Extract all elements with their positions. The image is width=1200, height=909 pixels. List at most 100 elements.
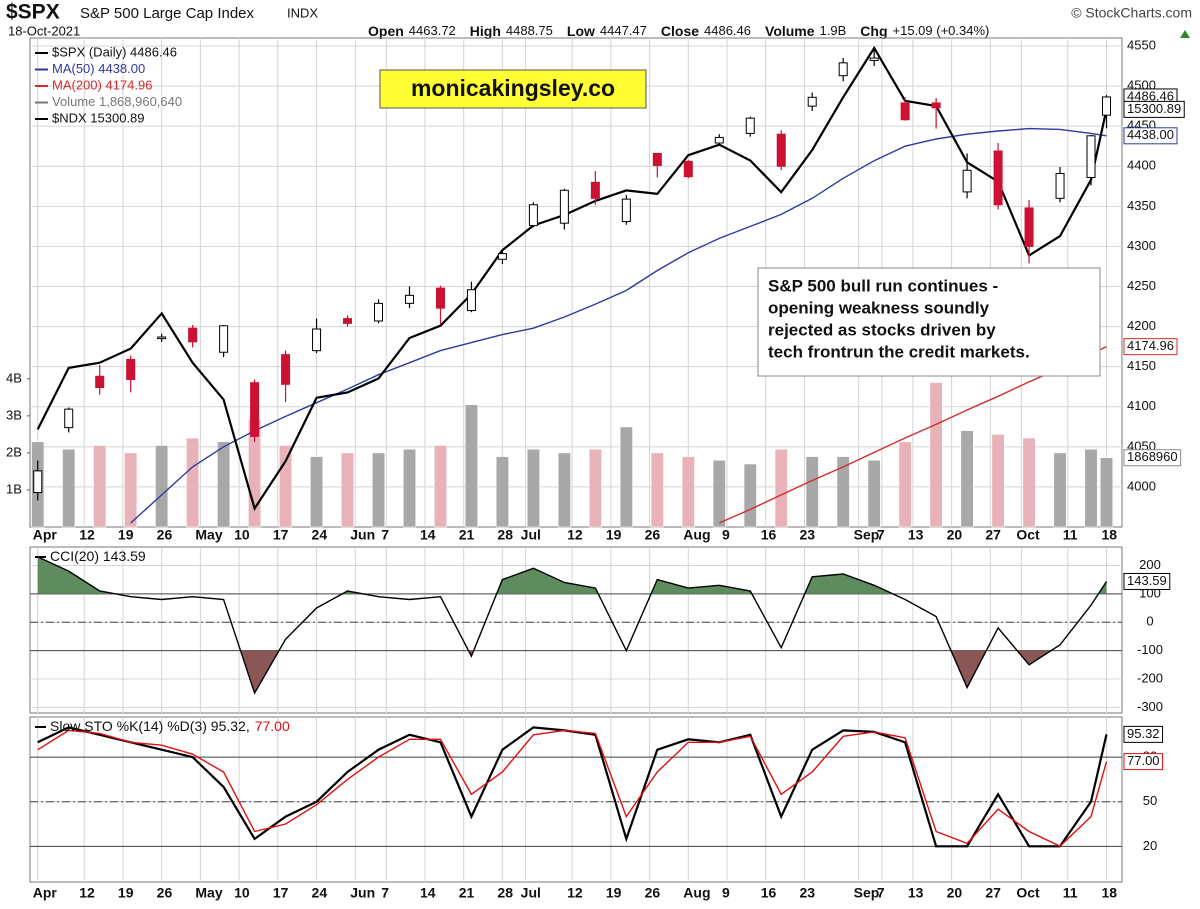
volume-bar: [279, 445, 293, 528]
annotation-line: tech frontrun the credit markets.: [768, 342, 1030, 361]
volume-bar: [403, 448, 416, 528]
volume-bar: [619, 426, 633, 528]
last-value-box: [1123, 725, 1164, 743]
x-tick-label: Oct: [1016, 885, 1040, 901]
panel-frame: [29, 546, 1123, 714]
x-tick-label: 18: [1102, 527, 1118, 543]
volume-tick-label: 3B: [6, 407, 22, 422]
x-tick-label: 12: [79, 885, 95, 901]
x-tick-label: 12: [567, 885, 583, 901]
candle-body: [1055, 172, 1065, 199]
x-tick-label: 12: [79, 527, 95, 543]
x-tick-label: Sep: [854, 885, 880, 901]
candle-body: [435, 287, 445, 309]
x-tick-label: Oct: [1016, 527, 1040, 543]
legend-entry: $NDX 15300.89: [52, 110, 145, 125]
candle-body: [528, 204, 538, 227]
x-tick-label: 28: [497, 527, 513, 543]
last-value: 4438.00: [1127, 127, 1174, 142]
annotation-line: S&P 500 bull run continues -: [768, 276, 998, 295]
volume-bar: [960, 430, 974, 528]
x-tick-label: 26: [645, 527, 661, 543]
last-value: 4174.96: [1127, 338, 1174, 353]
volume-bar: [93, 445, 107, 528]
legend-entry: MA(50) 4438.00: [52, 61, 145, 76]
candle-body: [157, 336, 167, 340]
x-tick-label: 20: [947, 885, 963, 901]
quote-label: Close: [661, 23, 699, 39]
quote-label: Low: [567, 23, 595, 39]
candle-body: [1024, 207, 1034, 247]
y-tick-label: 4000: [1127, 478, 1156, 493]
last-close: 4486.46: [1127, 88, 1174, 103]
y-tick-label: -300: [1137, 699, 1163, 714]
candle-body: [683, 160, 693, 178]
candle-body: [590, 181, 600, 199]
x-tick-label: 27: [985, 527, 1001, 543]
quote-value: +15.09 (+0.34%): [893, 23, 990, 38]
last-value: 77.00: [1127, 753, 1160, 768]
y-tick-label: 0: [1146, 614, 1153, 629]
volume-bar: [341, 452, 354, 528]
volume-bar: [62, 448, 76, 528]
exchange: INDX: [287, 5, 318, 20]
volume-bar: [898, 441, 912, 528]
candle-body: [900, 102, 910, 121]
legend-entry: $SPX (Daily) 4486.46: [52, 44, 177, 59]
volume-bar: [681, 456, 695, 528]
volume-tick-label: 1B: [6, 481, 22, 496]
last-value-box: [1123, 572, 1171, 590]
x-tick-label: 17: [273, 527, 289, 543]
candle-body: [497, 253, 507, 260]
x-tick-label: 19: [606, 885, 622, 901]
y-tick-label: 4100: [1127, 398, 1156, 413]
index-name: S&P 500 Large Cap Index: [80, 5, 255, 22]
x-tick-label: 7: [381, 527, 389, 543]
x-tick-label: 20: [947, 527, 963, 543]
volume-bar: [465, 404, 478, 528]
volume-bar: [743, 463, 757, 528]
volume-tick-label: 2B: [6, 444, 22, 459]
legend-entry: Slow STO %K(14) %D(3) 95.32, 77.00: [50, 718, 290, 734]
source: © StockCharts.com: [1071, 5, 1192, 21]
x-tick-label: Apr: [33, 527, 58, 543]
candle-body: [559, 189, 569, 224]
candle-body: [621, 198, 631, 223]
indicator-line: [37, 556, 1108, 695]
x-tick-label: 10: [234, 885, 250, 901]
volume-bar: [712, 460, 726, 528]
x-tick-label: Jun: [350, 885, 375, 901]
x-tick-label: 19: [118, 885, 134, 901]
panel-frame: [29, 716, 1123, 883]
candle-body: [95, 375, 105, 389]
last-value-box: [1123, 753, 1164, 771]
volume-bar: [650, 452, 664, 528]
volume-bar: [1084, 448, 1098, 528]
volume-bar: [867, 460, 881, 528]
legend-entry: Volume 1,868,960,640: [52, 94, 182, 109]
x-tick-label: 17: [273, 885, 289, 901]
candle-body: [807, 96, 817, 107]
x-tick-label: 24: [312, 527, 328, 543]
x-tick-label: Jul: [521, 885, 541, 901]
series-line: [36, 45, 1108, 512]
volume-bar: [805, 456, 819, 528]
x-tick-label: 18: [1102, 885, 1118, 901]
last-volume-box: [1123, 449, 1182, 467]
x-tick-label: 9: [722, 885, 730, 901]
last-value: 143.59: [1127, 573, 1167, 588]
legend-entry-part: CCI(20) 143.59: [50, 548, 146, 564]
last-volume: 1868960: [1127, 449, 1178, 464]
volume-bar: [495, 456, 509, 528]
candle-body: [281, 354, 291, 385]
candle-body: [869, 57, 879, 61]
annotation-line: rejected as stocks driven by: [768, 320, 996, 339]
symbol: $SPX: [6, 1, 60, 24]
quote-label: Chg: [860, 23, 887, 39]
indicator-fill: [37, 556, 1107, 594]
y-tick-label: 4350: [1127, 198, 1156, 213]
indicator-line: [37, 729, 1108, 848]
volume-bar: [124, 452, 138, 528]
x-tick-label: 19: [606, 527, 622, 543]
candle-body: [374, 302, 384, 322]
